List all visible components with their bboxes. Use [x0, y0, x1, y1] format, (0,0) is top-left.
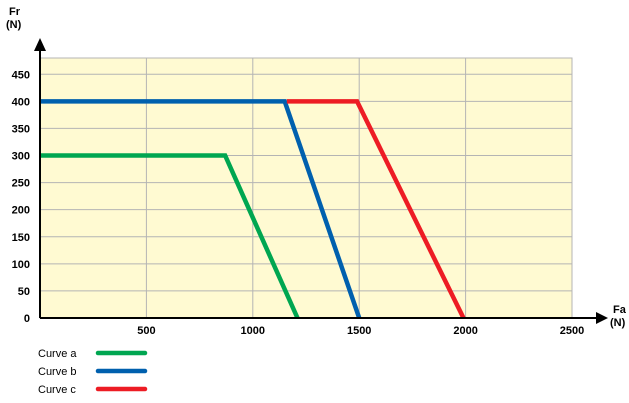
x-axis-unit: (N) [610, 317, 626, 329]
y-tick-label: 50 [18, 286, 30, 298]
x-tick-label: 2500 [560, 325, 584, 337]
y-tick-label: 450 [12, 69, 30, 81]
series-line-2 [40, 99, 362, 319]
x-tick-label: 1000 [241, 325, 265, 337]
series-line-1 [40, 153, 300, 319]
y-tick-label: 200 [12, 205, 30, 217]
y-axis-unit: (N) [6, 19, 22, 31]
legend: Curve a Curve b Curve c [38, 348, 148, 396]
series-layer [40, 99, 466, 319]
x-axis-arrow [596, 312, 608, 324]
y-tick-label: 300 [12, 151, 30, 163]
series-line-3 [286, 99, 466, 319]
x-tick-label: 2000 [453, 325, 477, 337]
y-tick-label: 150 [12, 232, 30, 244]
tick-labels: 0 50 100 150 200 250 300 350 400 450 500 1000 1500 20… [12, 69, 585, 337]
axes [34, 38, 608, 324]
plot-area [39, 57, 573, 319]
x-tick-label: 1500 [347, 325, 371, 337]
y-tick-label: 250 [12, 178, 30, 190]
y-tick-label: 100 [12, 259, 30, 271]
legend-label: Curve b [38, 366, 77, 378]
y-tick-label: 350 [12, 123, 30, 135]
y-axis-arrow [34, 38, 46, 51]
legend-label: Curve c [38, 384, 76, 396]
x-axis-title: Fa [613, 304, 627, 316]
x-tick-label: 500 [137, 325, 155, 337]
y-axis-title: Fr [9, 6, 21, 18]
y-tick-label: 0 [24, 313, 30, 325]
legend-label: Curve a [38, 348, 77, 360]
y-tick-label: 400 [12, 96, 30, 108]
